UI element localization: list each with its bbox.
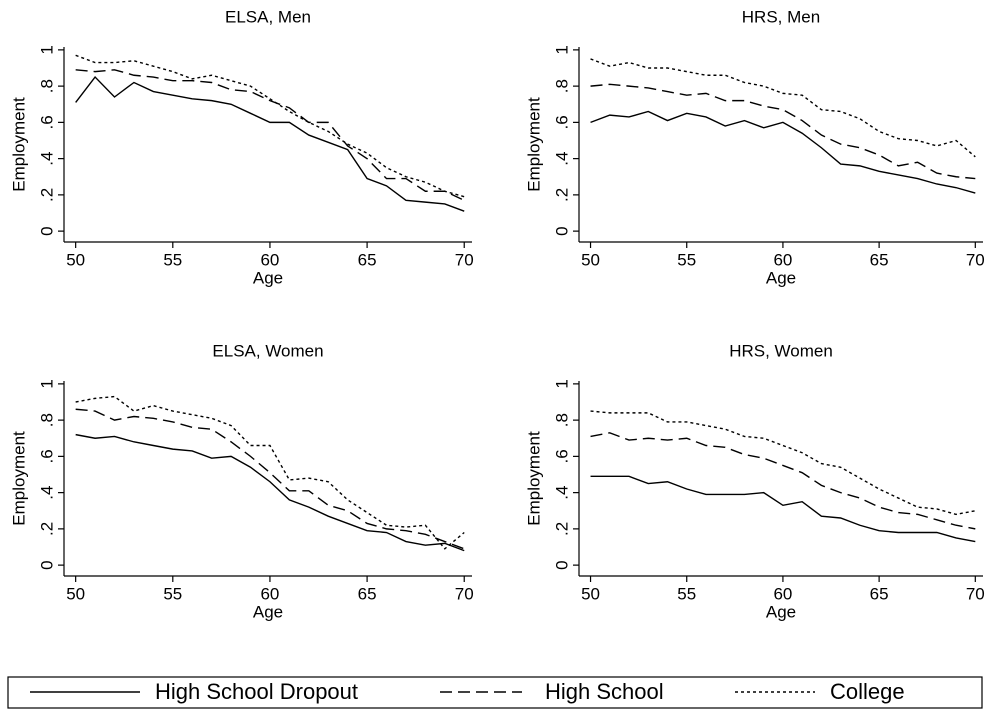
series-line (590, 475, 976, 543)
series-line (75, 433, 465, 552)
x-tick-label: 65 (870, 250, 889, 269)
y-tick-label: 0 (552, 226, 571, 235)
y-tick-label: 0 (37, 226, 56, 235)
y-tick-label: 1 (37, 45, 56, 54)
series-line (75, 75, 465, 212)
x-axis-label: Age (766, 602, 796, 621)
x-axis-label: Age (253, 268, 283, 287)
x-tick-label: 60 (260, 250, 279, 269)
y-tick-label: .2 (552, 188, 571, 202)
y-tick-label: .4 (37, 152, 56, 166)
x-tick-label: 55 (163, 250, 182, 269)
x-tick-label: 55 (163, 584, 182, 603)
x-tick-label: 55 (677, 584, 696, 603)
series-line (590, 58, 976, 158)
y-tick-label: .2 (37, 522, 56, 536)
y-tick-label: .4 (37, 486, 56, 500)
y-axis-label: Employment (524, 431, 543, 526)
x-tick-label: 50 (581, 584, 600, 603)
series-line (75, 408, 465, 550)
series-line (75, 395, 465, 550)
y-tick-label: 0 (552, 560, 571, 569)
y-tick-label: .6 (37, 115, 56, 129)
y-tick-label: .2 (552, 522, 571, 536)
y-tick-label: .8 (37, 79, 56, 93)
x-tick-label: 65 (870, 584, 889, 603)
y-tick-label: .6 (37, 449, 56, 463)
series-line (590, 432, 976, 530)
y-tick-label: .8 (552, 79, 571, 93)
x-tick-label: 70 (966, 584, 985, 603)
y-tick-label: .8 (552, 413, 571, 427)
y-tick-label: .4 (552, 486, 571, 500)
legend-box (7, 676, 983, 709)
x-tick-label: 70 (966, 250, 985, 269)
y-tick-label: .4 (552, 152, 571, 166)
y-tick-label: .2 (37, 188, 56, 202)
x-tick-label: 65 (358, 584, 377, 603)
x-axis-label: Age (766, 268, 796, 287)
y-axis-label: Employment (9, 431, 28, 526)
panel-title: ELSA, Men (225, 7, 311, 26)
y-tick-label: .8 (37, 413, 56, 427)
y-tick-label: .6 (552, 115, 571, 129)
legend-label: High School Dropout (155, 679, 358, 704)
x-tick-label: 70 (455, 250, 474, 269)
x-axis-label: Age (253, 602, 283, 621)
y-tick-label: .6 (552, 449, 571, 463)
series-line (75, 54, 465, 198)
x-tick-label: 50 (66, 584, 85, 603)
x-tick-label: 65 (358, 250, 377, 269)
y-axis-label: Employment (524, 97, 543, 192)
y-tick-label: 1 (552, 45, 571, 54)
legend-label: College (830, 679, 905, 704)
y-tick-label: 1 (37, 379, 56, 388)
y-axis-label: Employment (9, 97, 28, 192)
panel-title: HRS, Men (742, 7, 820, 26)
x-tick-label: 60 (260, 584, 279, 603)
legend-label: High School (545, 679, 664, 704)
x-tick-label: 60 (773, 250, 792, 269)
series-line (590, 110, 976, 194)
series-line (75, 69, 465, 201)
panel-title: ELSA, Women (212, 341, 323, 360)
x-tick-label: 50 (581, 250, 600, 269)
series-line (590, 83, 976, 180)
series-line (590, 410, 976, 516)
y-tick-label: 1 (552, 379, 571, 388)
x-tick-label: 60 (773, 584, 792, 603)
x-tick-label: 55 (677, 250, 696, 269)
y-tick-label: 0 (37, 560, 56, 569)
panel-title: HRS, Women (729, 341, 833, 360)
x-tick-label: 50 (66, 250, 85, 269)
x-tick-label: 70 (455, 584, 474, 603)
